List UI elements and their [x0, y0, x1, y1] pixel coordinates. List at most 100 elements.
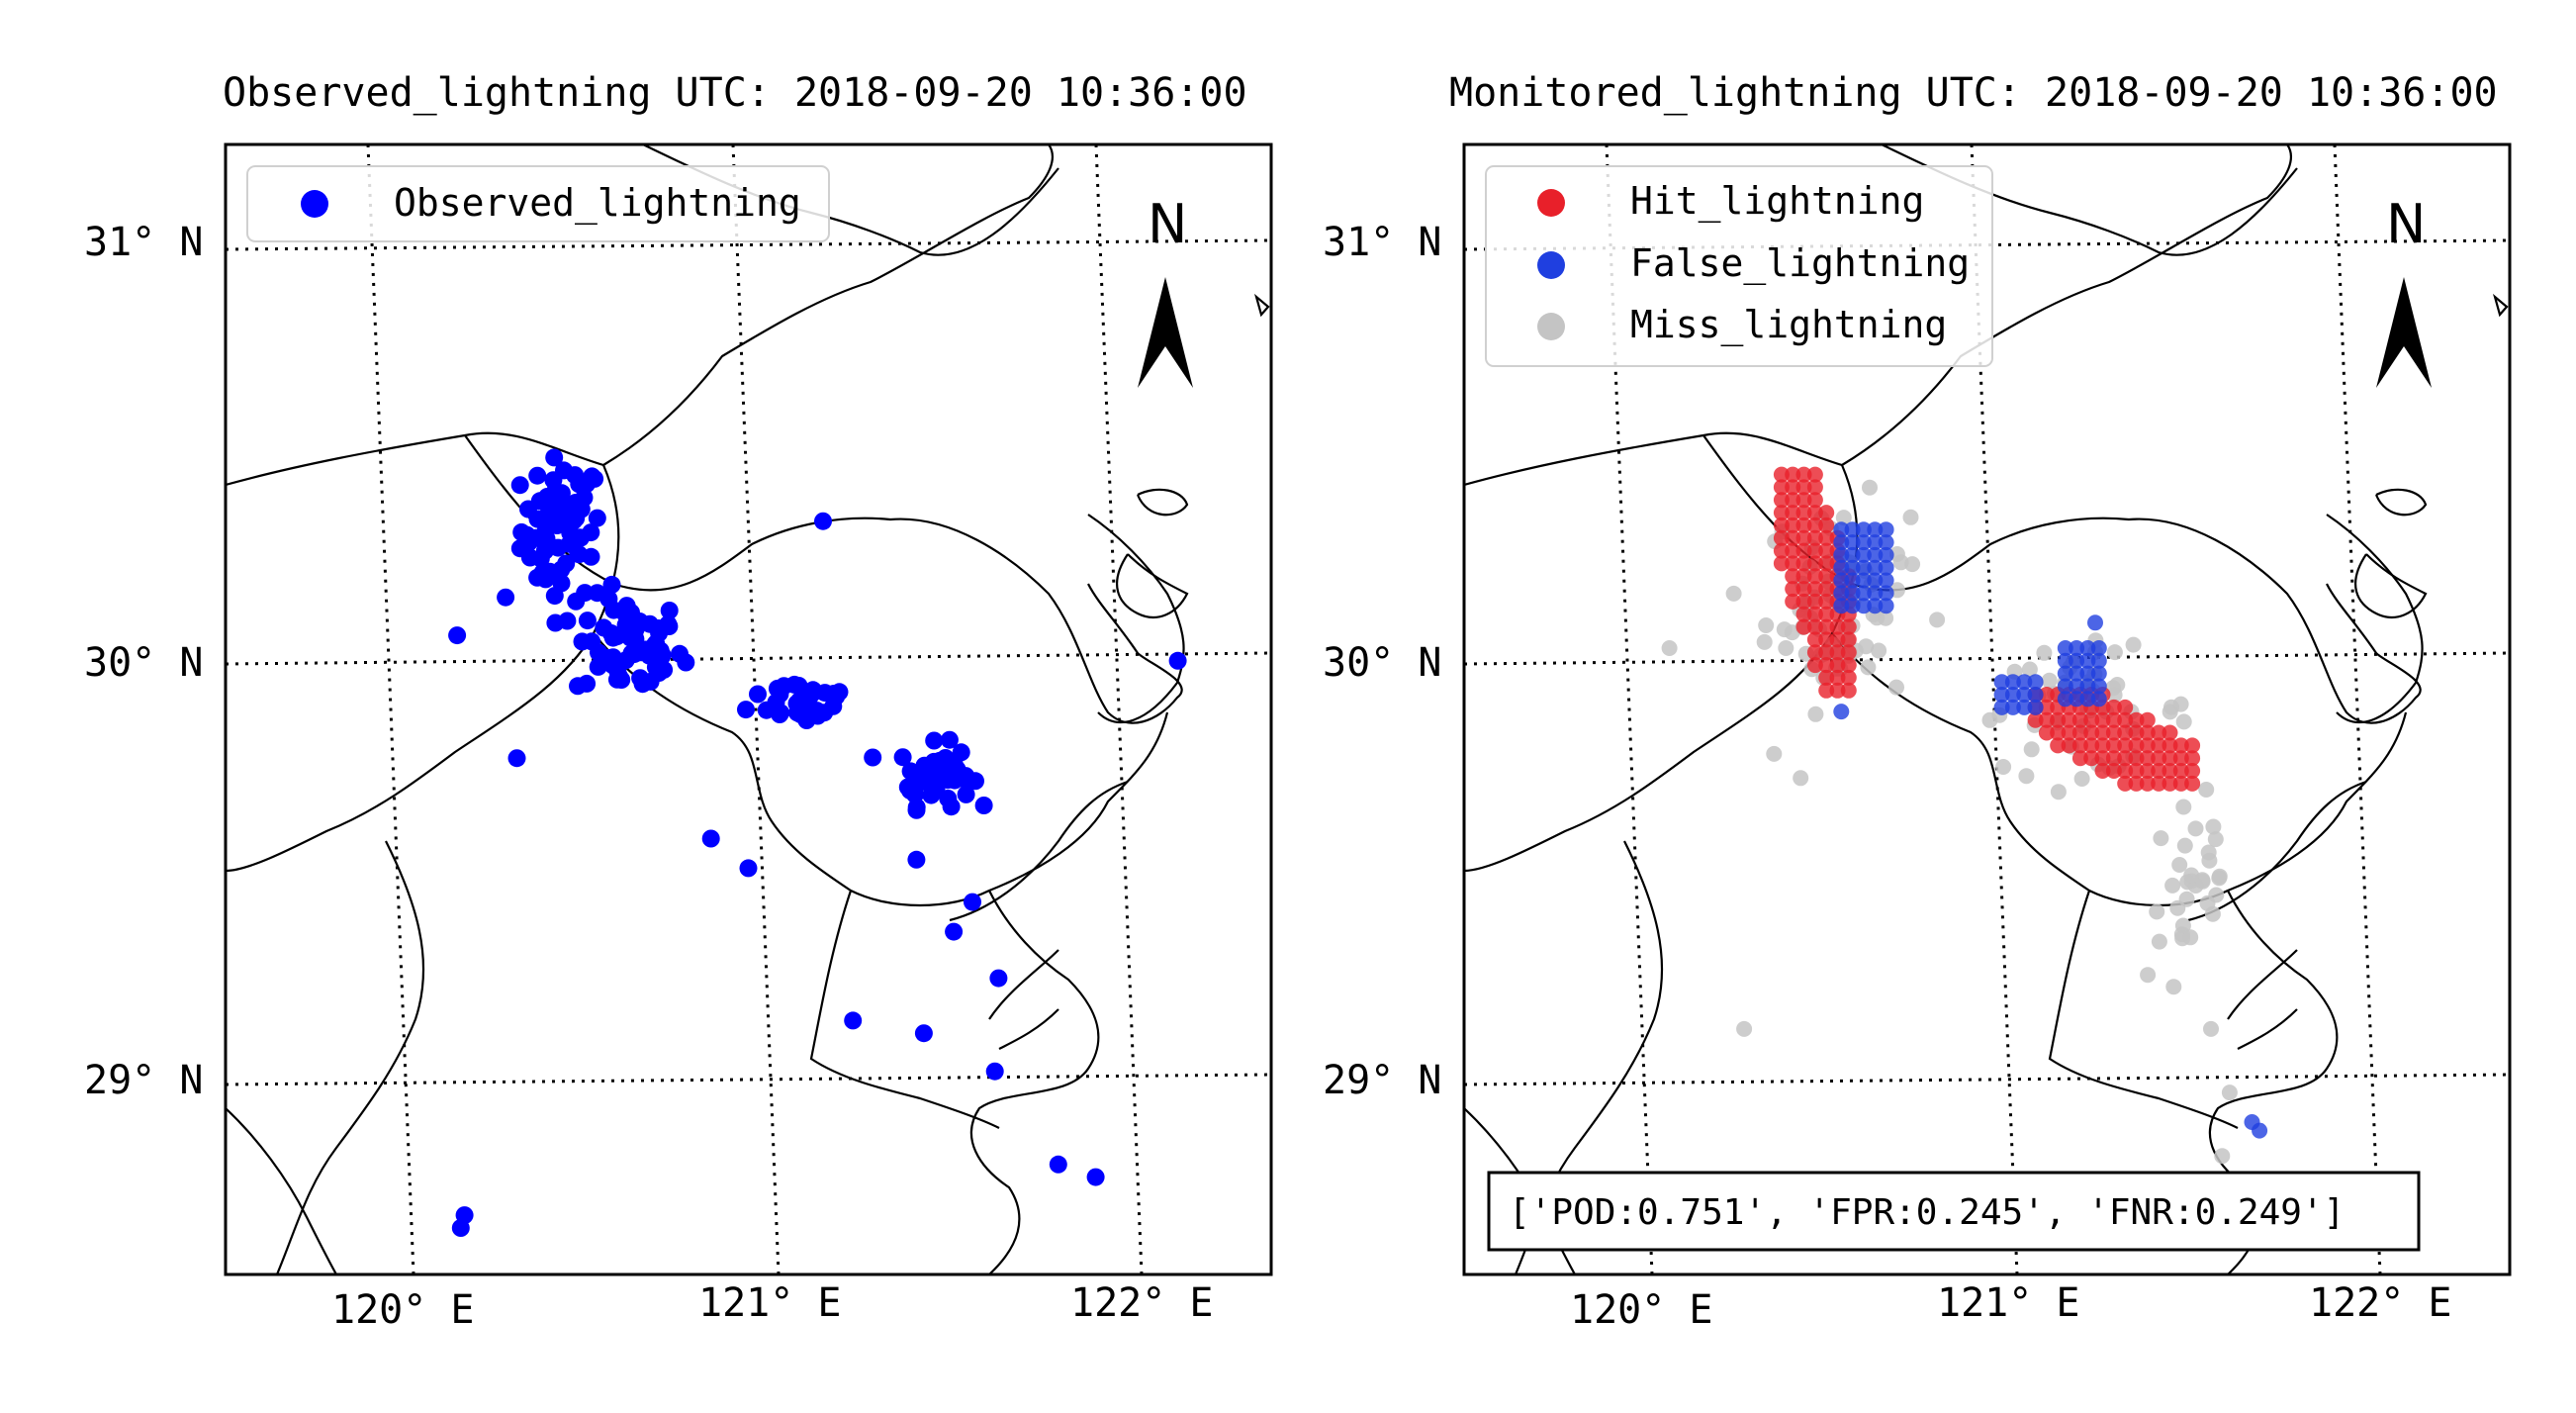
right-point-hit-lightning: [1795, 529, 1812, 546]
right-point-hit-lightning: [1818, 606, 1835, 622]
right-point-hit-lightning: [2128, 750, 2145, 767]
legend-label-hit: Hit_lightning: [1630, 179, 1924, 224]
right-point-hit-lightning: [1773, 517, 1790, 533]
left-point-observed-lightning: [964, 893, 981, 911]
right-point-hit-lightning: [1829, 644, 1846, 661]
right-point-miss-lightning: [1871, 642, 1887, 659]
right-point-hit-lightning: [1818, 555, 1835, 572]
right-point-false-lightning: [1844, 546, 1861, 563]
left-point-observed-lightning: [958, 772, 976, 791]
right-point-false-lightning: [2027, 674, 2044, 691]
right-point-hit-lightning: [1806, 505, 1823, 521]
right-point-hit-lightning: [1806, 644, 1823, 661]
right-point-hit-lightning: [2128, 763, 2145, 779]
right-point-false-lightning: [2090, 652, 2107, 669]
left-point-observed-lightning: [588, 584, 606, 603]
left-point-observed-lightning: [448, 626, 467, 645]
right-point-miss-lightning: [1878, 610, 1894, 626]
right-point-hit-lightning: [1773, 555, 1790, 572]
right-point-hit-lightning: [1840, 618, 1857, 635]
left-point-observed-lightning: [927, 769, 946, 788]
right-point-hit-lightning: [1773, 542, 1790, 559]
right-point-hit-lightning: [2105, 699, 2122, 715]
left-xtick-122: 122° E: [1070, 1280, 1214, 1326]
left-north-label: N: [1148, 193, 1187, 255]
right-point-false-lightning: [2079, 678, 2096, 695]
left-point-observed-lightning: [572, 528, 590, 547]
right-point-hit-lightning: [2117, 699, 2134, 715]
left-xtick-120: 120° E: [331, 1287, 475, 1333]
right-point-miss-lightning: [2041, 672, 2058, 689]
right-point-miss-lightning: [1995, 759, 2012, 775]
right-point-false-lightning: [2016, 687, 2033, 703]
right-point-false-lightning: [2069, 691, 2085, 707]
left-point-observed-lightning: [907, 801, 926, 819]
right-point-hit-lightning: [2061, 724, 2077, 741]
right-point-false-lightning: [1844, 585, 1861, 602]
legend-label-false: False_lightning: [1630, 241, 1970, 286]
right-point-miss-lightning: [1778, 640, 1794, 656]
right-point-false-lightning: [1833, 521, 1850, 538]
right-point-hit-lightning: [1806, 606, 1823, 622]
right-point-hit-lightning: [1795, 555, 1812, 572]
right-point-hit-lightning: [2162, 775, 2178, 792]
left-point-observed-lightning: [517, 525, 536, 544]
left-gridlines: [226, 144, 1271, 1274]
left-point-observed-lightning: [914, 1024, 933, 1043]
right-point-hit-lightning: [1795, 568, 1812, 585]
left-point-observed-lightning: [909, 763, 928, 782]
right-point-hit-lightning: [1773, 529, 1790, 546]
right-point-hit-lightning: [2117, 750, 2134, 767]
right-point-hit-lightning: [1785, 581, 1801, 598]
right-point-hit-lightning: [2184, 737, 2201, 754]
right-point-false-lightning: [1993, 674, 2010, 691]
right-point-hit-lightning: [1795, 517, 1812, 533]
right-ytick-29: 29° N: [1323, 1058, 1441, 1103]
right-point-hit-lightning: [1818, 568, 1835, 585]
left-point-observed-lightning: [622, 604, 640, 621]
left-point-observed-lightning: [864, 748, 882, 767]
right-point-hit-lightning: [1785, 466, 1801, 483]
left-point-observed-lightning: [1168, 651, 1187, 670]
right-point-hit-lightning: [2038, 699, 2055, 715]
right-point-miss-lightning: [1981, 711, 1998, 728]
left-point-observed-lightning: [893, 748, 912, 767]
right-point-hit-lightning: [2151, 724, 2167, 741]
right-point-hit-lightning: [2061, 711, 2077, 728]
right-point-false-lightning: [1993, 687, 2010, 703]
right-point-miss-lightning: [2204, 905, 2221, 922]
right-point-hit-lightning: [1795, 505, 1812, 521]
left-point-observed-lightning: [739, 859, 758, 878]
panel-observed: Observed_lightning UTC: 2018-09-20 10:36…: [84, 70, 1273, 1333]
left-point-observed-lightning: [612, 671, 631, 689]
right-point-miss-lightning: [2221, 1084, 2238, 1101]
right-point-false-lightning: [1844, 559, 1861, 576]
right-point-hit-lightning: [1806, 657, 1823, 674]
left-point-observed-lightning: [631, 643, 649, 662]
right-point-false-lightning: [2079, 640, 2096, 656]
left-point-observed-lightning: [557, 554, 576, 573]
right-points: [1661, 466, 2268, 1165]
right-point-hit-lightning: [2184, 775, 2201, 792]
left-xtick-121: 121° E: [698, 1280, 842, 1326]
right-point-hit-lightning: [1785, 492, 1801, 509]
right-point-false-lightning: [2090, 640, 2107, 656]
left-ytick-31: 31° N: [84, 220, 203, 265]
right-point-false-lightning: [1878, 559, 1894, 576]
right-point-false-lightning: [1855, 585, 1872, 602]
right-point-miss-lightning: [1902, 509, 1919, 525]
left-point-observed-lightning: [974, 797, 993, 814]
right-point-miss-lightning: [1725, 585, 1742, 602]
right-point-hit-lightning: [2117, 711, 2134, 728]
right-point-hit-lightning: [1773, 466, 1790, 483]
left-points: [448, 448, 1187, 1237]
left-legend: Observed_lightning: [246, 165, 830, 242]
right-point-hit-lightning: [1829, 657, 1846, 674]
left-title: Observed_lightning UTC: 2018-09-20 10:36…: [223, 70, 1247, 116]
left-point-observed-lightning: [510, 476, 529, 495]
stats-text: ['POD:0.751', 'FPR:0.245', 'FNR:0.249']: [1509, 1192, 2345, 1233]
left-point-observed-lightning: [939, 790, 958, 807]
right-point-hit-lightning: [1806, 581, 1823, 598]
right-point-miss-lightning: [2151, 933, 2167, 950]
right-point-miss-lightning: [2050, 784, 2067, 801]
